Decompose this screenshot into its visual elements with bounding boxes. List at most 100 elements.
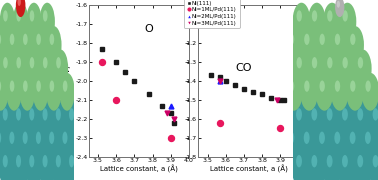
Circle shape	[319, 80, 325, 92]
Circle shape	[45, 123, 62, 165]
Circle shape	[357, 108, 363, 121]
Circle shape	[300, 73, 318, 111]
Circle shape	[6, 73, 22, 111]
Circle shape	[293, 50, 310, 87]
X-axis label: Lattice constant, a (Å): Lattice constant, a (Å)	[209, 164, 288, 173]
Circle shape	[19, 123, 36, 165]
Circle shape	[0, 34, 1, 45]
Circle shape	[327, 108, 333, 121]
Circle shape	[3, 57, 8, 68]
Circle shape	[16, 10, 21, 22]
Circle shape	[39, 100, 56, 141]
Circle shape	[373, 155, 378, 167]
Circle shape	[16, 108, 21, 121]
Circle shape	[323, 50, 341, 87]
Circle shape	[56, 108, 61, 121]
Circle shape	[25, 100, 42, 141]
Circle shape	[50, 34, 54, 45]
Circle shape	[331, 73, 349, 111]
Circle shape	[346, 73, 364, 111]
X-axis label: Lattice constant, a (Å): Lattice constant, a (Å)	[100, 164, 178, 173]
Circle shape	[36, 80, 41, 92]
Circle shape	[6, 123, 22, 165]
Circle shape	[338, 50, 356, 87]
Circle shape	[42, 155, 48, 167]
Circle shape	[338, 100, 357, 141]
Circle shape	[16, 0, 25, 17]
Circle shape	[26, 3, 42, 41]
Circle shape	[284, 123, 304, 165]
Circle shape	[316, 73, 333, 111]
Circle shape	[316, 26, 333, 64]
Circle shape	[69, 155, 74, 167]
Circle shape	[292, 100, 311, 141]
Circle shape	[307, 147, 327, 180]
Circle shape	[63, 80, 67, 92]
Circle shape	[323, 3, 341, 41]
Circle shape	[292, 147, 311, 180]
Circle shape	[335, 34, 340, 45]
Circle shape	[29, 57, 34, 68]
Circle shape	[307, 100, 327, 141]
Circle shape	[366, 80, 371, 92]
Circle shape	[314, 123, 334, 165]
Circle shape	[56, 57, 61, 68]
Circle shape	[32, 123, 49, 165]
Circle shape	[357, 155, 363, 167]
Circle shape	[304, 80, 310, 92]
Circle shape	[23, 132, 28, 144]
Circle shape	[373, 108, 378, 121]
Circle shape	[20, 26, 35, 64]
Circle shape	[296, 108, 302, 121]
Circle shape	[0, 123, 9, 165]
Circle shape	[338, 3, 356, 41]
Circle shape	[16, 155, 21, 167]
Circle shape	[361, 123, 378, 165]
Circle shape	[338, 147, 357, 180]
Circle shape	[285, 73, 303, 111]
Circle shape	[346, 26, 364, 64]
Circle shape	[327, 57, 333, 68]
Circle shape	[26, 50, 42, 87]
Circle shape	[52, 147, 69, 180]
Circle shape	[350, 80, 355, 92]
Circle shape	[12, 100, 29, 141]
Circle shape	[308, 50, 326, 87]
Text: CO: CO	[235, 63, 252, 73]
Circle shape	[3, 10, 8, 22]
Circle shape	[36, 34, 41, 45]
Circle shape	[39, 3, 55, 41]
Circle shape	[9, 132, 14, 144]
Circle shape	[353, 147, 372, 180]
Circle shape	[322, 100, 342, 141]
Circle shape	[337, 1, 340, 8]
Circle shape	[3, 108, 8, 121]
Circle shape	[330, 123, 350, 165]
Circle shape	[16, 57, 21, 68]
Circle shape	[39, 147, 56, 180]
Circle shape	[297, 57, 302, 68]
Circle shape	[0, 80, 1, 92]
Circle shape	[308, 3, 326, 41]
Circle shape	[311, 108, 317, 121]
Circle shape	[353, 100, 372, 141]
Circle shape	[10, 80, 14, 92]
Circle shape	[39, 50, 55, 87]
Circle shape	[350, 132, 356, 144]
Legend: Ni(111), Ni=1ML/Pd(111), Ni=2ML/Pd(111), Ni=3ML/Pd(111): Ni(111), Ni=1ML/Pd(111), Ni=2ML/Pd(111),…	[184, 0, 240, 28]
Circle shape	[335, 132, 340, 144]
Circle shape	[0, 50, 15, 87]
Circle shape	[331, 26, 349, 64]
Circle shape	[288, 132, 294, 144]
Circle shape	[0, 147, 16, 180]
Circle shape	[358, 57, 363, 68]
Circle shape	[43, 57, 48, 68]
Circle shape	[0, 3, 15, 41]
Circle shape	[17, 0, 21, 6]
Circle shape	[50, 80, 54, 92]
Circle shape	[312, 57, 317, 68]
Circle shape	[10, 34, 14, 45]
Circle shape	[42, 108, 48, 121]
Circle shape	[0, 132, 1, 144]
Circle shape	[342, 57, 348, 68]
